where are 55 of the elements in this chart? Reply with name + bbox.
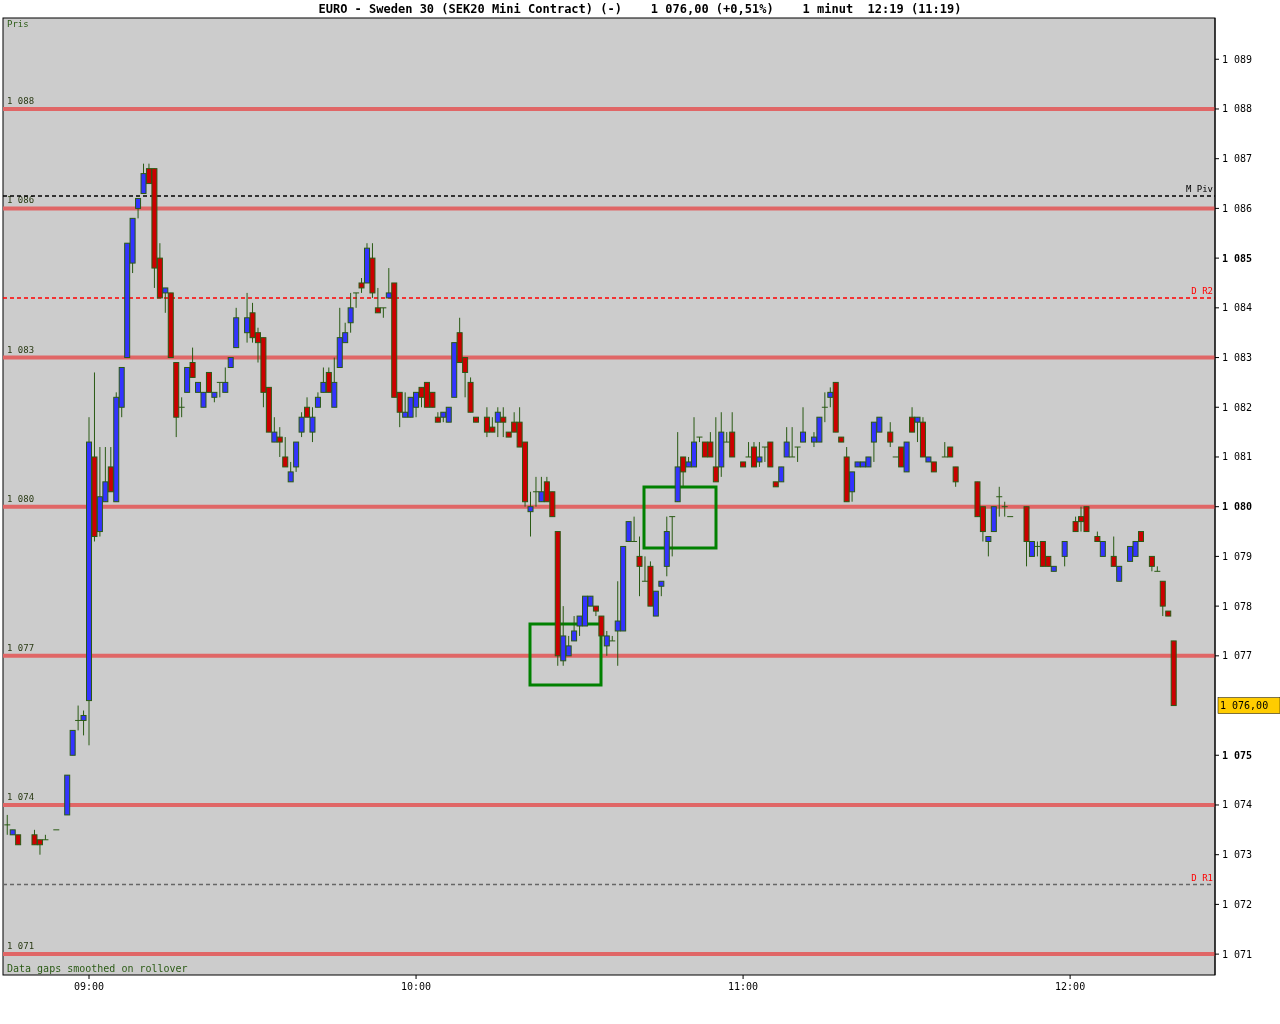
y-tick-label: 1 073 xyxy=(1222,849,1253,861)
ref-line-label: D R1 xyxy=(1191,872,1213,883)
ref-line-label: 1 088 xyxy=(7,95,35,106)
ref-line-label: 1 071 xyxy=(7,941,35,952)
y-tick-label: 1 080 xyxy=(1222,501,1253,513)
y-tick-label: 1 077 xyxy=(1222,650,1253,662)
ref-line-label: 1 077 xyxy=(7,642,35,653)
x-tick-label: 10:00 xyxy=(400,981,432,992)
annotation: Data gaps smoothed on rollover xyxy=(7,963,188,974)
y-tick-label: 1 071 xyxy=(1222,948,1253,960)
y-tick-label: 1 088 xyxy=(1222,103,1253,115)
y-tick-label: 1 084 xyxy=(1222,302,1253,314)
candlestick xyxy=(995,486,1003,518)
y-tick-label: 1 074 xyxy=(1222,799,1253,811)
candlestick xyxy=(571,615,578,642)
ref-line-label: 1 083 xyxy=(7,344,35,355)
text: 1 076,00 xyxy=(1220,700,1269,712)
candlestick xyxy=(3,814,11,836)
candlestick xyxy=(794,446,802,463)
candlestick xyxy=(985,536,992,557)
y-tick-label: 1 086 xyxy=(1222,202,1253,214)
y-tick-label: 1 085 xyxy=(1222,252,1253,264)
ref-line-label: 1 080 xyxy=(7,493,35,504)
ref-line-label: 1 074 xyxy=(7,791,35,802)
y-tick-label: 1 075 xyxy=(1222,749,1253,761)
candlestick xyxy=(887,421,894,448)
ref-line-label: D R2 xyxy=(1191,285,1213,296)
candlestick xyxy=(282,436,289,468)
candlestick xyxy=(347,292,354,334)
y-tick-label: 1 083 xyxy=(1222,352,1253,364)
y-tick-label: 1 079 xyxy=(1222,550,1253,562)
candlestick xyxy=(636,536,643,597)
candlestick xyxy=(668,516,676,557)
ref-line-label: 1 086 xyxy=(7,195,35,206)
chart-title: EURO - Sweden 30 (SEK20 Mini Contract) (-) 1 076,00 (+0,51%) 1 minut 12:19 (11:19) xyxy=(318,2,962,16)
candlestick xyxy=(379,307,387,319)
y-tick-label: 1 082 xyxy=(1222,401,1253,413)
candlestick xyxy=(952,466,959,488)
ref-line-label: M Piv xyxy=(1185,183,1213,194)
x-tick-label: 12:00 xyxy=(1055,981,1086,992)
x-tick-label: 11:00 xyxy=(728,981,759,992)
y-axis-title: Pris xyxy=(7,19,29,29)
y-tick-label: 1 072 xyxy=(1222,898,1253,910)
candlestick xyxy=(800,406,807,443)
candlestick xyxy=(1153,565,1161,572)
y-tick-label: 1 089 xyxy=(1222,53,1253,65)
candlestick xyxy=(135,197,142,219)
y-tick-label: 1 081 xyxy=(1222,451,1253,463)
candlestick xyxy=(1061,540,1068,567)
y-tick-label: 1 078 xyxy=(1222,600,1253,612)
y-tick-label: 1 087 xyxy=(1222,153,1253,165)
candlestick xyxy=(140,163,147,194)
x-tick-label: 09:00 xyxy=(73,981,105,992)
candlestick xyxy=(788,426,796,458)
candlestick xyxy=(287,461,294,483)
